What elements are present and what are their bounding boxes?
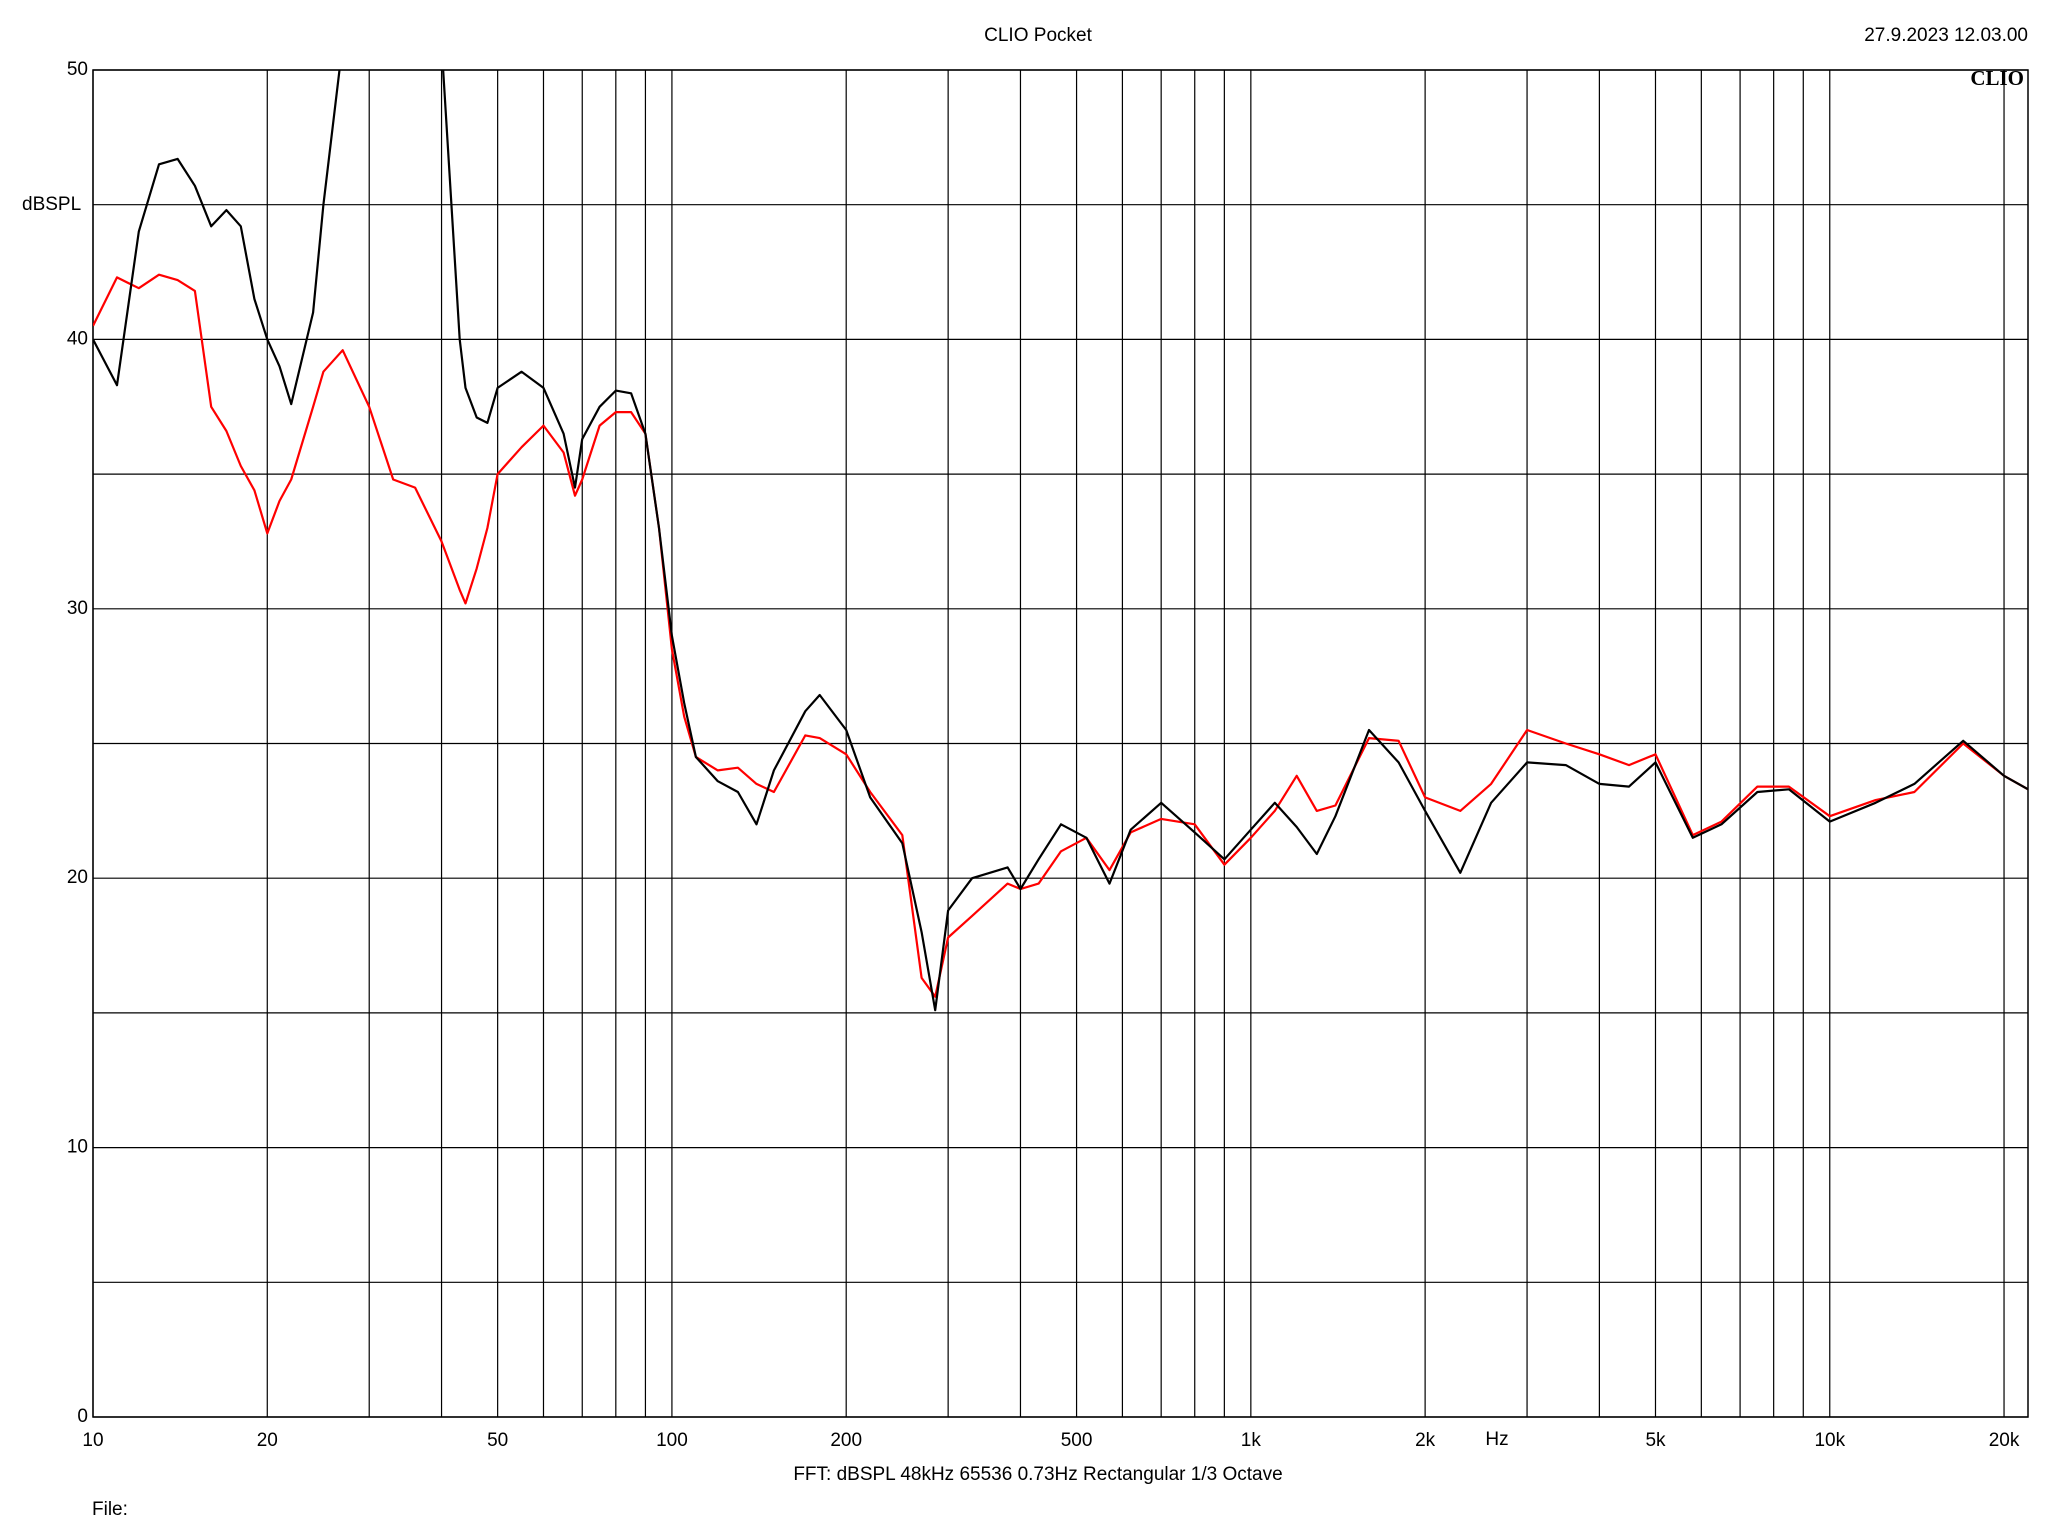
x-tick-label: 2k — [1415, 1430, 1436, 1451]
timestamp: 27.9.2023 12.03.00 — [1864, 25, 2028, 46]
y-tick-label: 20 — [67, 867, 88, 888]
data-line — [93, 70, 2028, 1012]
x-tick-label: 1k — [1241, 1430, 1262, 1451]
x-tick-label: 500 — [1061, 1430, 1093, 1451]
y-tick-label: 10 — [67, 1137, 88, 1158]
y-tick-label: 40 — [67, 328, 88, 349]
x-tick-label: 10 — [82, 1430, 103, 1451]
x-tick-label: 20k — [1989, 1430, 2020, 1451]
chart-title: CLIO Pocket — [984, 25, 1092, 46]
y-tick-label: 30 — [67, 598, 88, 619]
x-tick-label: 50 — [487, 1430, 508, 1451]
file-label: File: — [92, 1499, 128, 1520]
x-tick-label: 5k — [1645, 1430, 1666, 1451]
footer: FFT: dBSPL 48kHz 65536 0.73Hz Rectangula… — [793, 1464, 1282, 1485]
y-tick-label: 50 — [67, 59, 88, 80]
x-tick-label: 100 — [656, 1430, 688, 1451]
x-tick-label: 20 — [257, 1430, 278, 1451]
x-axis-label: Hz — [1485, 1429, 1508, 1450]
y-tick-label: 0 — [77, 1406, 88, 1427]
x-tick-label: 200 — [830, 1430, 862, 1451]
x-tick-label: 10k — [1814, 1430, 1845, 1451]
y-axis-label: dBSPL — [22, 194, 81, 215]
data-line — [93, 273, 2028, 998]
